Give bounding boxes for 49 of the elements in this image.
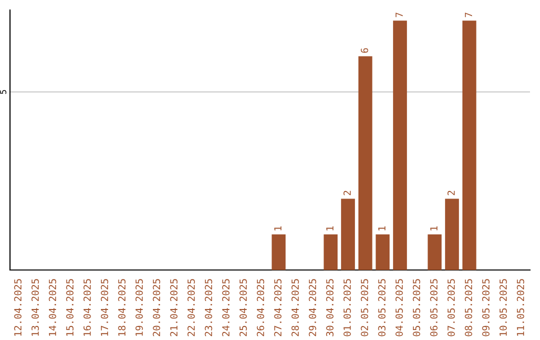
x-tick-label: 13.04.2025 [31,279,39,336]
x-tick-label: 04.05.2025 [395,279,403,336]
x-tick-label: 05.05.2025 [412,279,420,336]
ref-line-label: 5 [0,90,6,94]
x-tick-label: 07.05.2025 [447,279,455,336]
bar [324,234,338,270]
x-tick-label: 21.04.2025 [170,279,178,336]
bar [358,56,372,270]
data-label: 1 [430,226,438,230]
x-tick-label: 25.04.2025 [239,279,247,336]
x-tick-label: 14.04.2025 [48,279,56,336]
x-tick-label: 09.05.2025 [482,279,490,336]
x-tick-label: 10.05.2025 [499,279,507,336]
data-label: 2 [343,190,351,196]
x-tick-label: 11.05.2025 [516,279,524,336]
x-tick-label: 02.05.2025 [360,279,368,336]
bar [445,198,459,270]
bar [428,234,442,270]
x-tick-label: 03.05.2025 [378,279,386,336]
x-tick-label: 30.04.2025 [326,279,334,336]
x-tick-label: 15.04.2025 [66,279,74,336]
x-tick-label: 28.04.2025 [291,279,299,336]
x-tick-label: 12.04.2025 [14,279,22,336]
x-tick-label: 26.04.2025 [256,279,264,336]
x-tick-label: 24.04.2025 [222,279,230,336]
x-tick-label: 22.04.2025 [187,279,195,336]
bar [376,234,390,270]
x-tick-label: 06.05.2025 [430,279,438,336]
data-label: 7 [396,12,403,18]
data-label: 1 [378,226,386,230]
bar [272,234,286,270]
x-tick-label: 20.04.2025 [152,279,160,336]
data-label: 1 [274,226,282,230]
data-label: 7 [464,12,472,18]
data-label: 1 [326,226,334,230]
x-tick-label: 27.04.2025 [274,279,282,336]
bar [393,20,407,270]
x-tick-label: 23.04.2025 [204,279,212,336]
bar [462,20,476,270]
bar [341,198,355,270]
x-tick-label: 19.04.2025 [135,279,143,336]
x-tick-label: 17.04.2025 [100,279,108,336]
x-tick-label: 29.04.2025 [308,279,316,336]
data-label: 6 [360,48,368,53]
x-tick-label: 08.05.2025 [464,279,472,336]
x-tick-label: 01.05.2025 [343,279,351,336]
x-tick-label: 16.04.2025 [83,279,91,336]
data-label: 2 [447,190,455,196]
x-tick-label: 18.04.2025 [118,279,126,336]
